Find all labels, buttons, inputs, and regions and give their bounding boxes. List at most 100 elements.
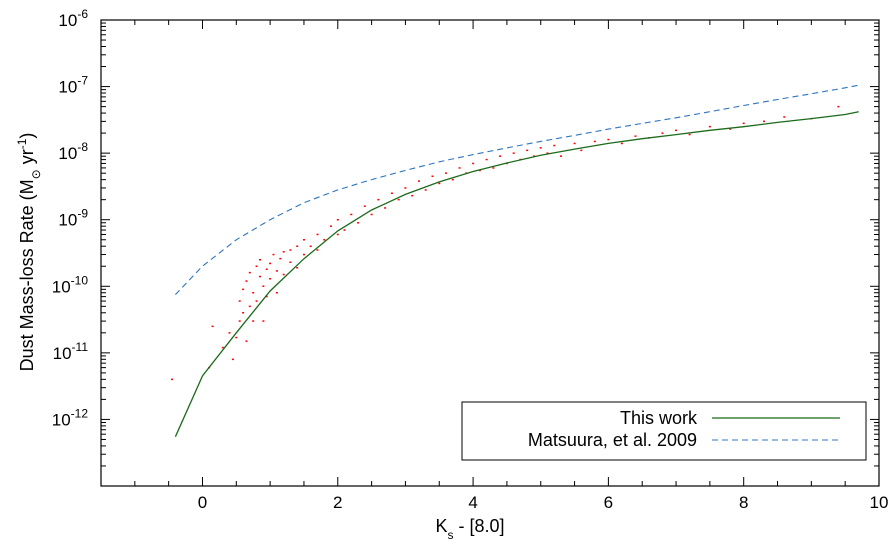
data-point (397, 198, 400, 201)
data-point (363, 205, 366, 207)
data-point (303, 253, 305, 256)
data-point (255, 300, 258, 302)
data-point (742, 122, 745, 125)
y-tick-exp: -9 (77, 207, 88, 221)
data-point (763, 120, 765, 123)
data-point (729, 128, 732, 130)
legend: This work Matsuura, et al. 2009 (461, 401, 867, 461)
data-point (259, 275, 261, 278)
data-point (231, 358, 234, 361)
data-point (336, 219, 339, 221)
y-tick-base: 10 (58, 144, 77, 163)
data-point (272, 253, 275, 256)
data-point (238, 320, 241, 322)
data-point (458, 167, 461, 169)
data-point (560, 155, 562, 157)
y-tick-label: 10-12 (52, 406, 89, 429)
x-tick-label: 0 (198, 493, 207, 512)
data-point (279, 257, 282, 260)
data-point (262, 320, 265, 322)
data-point (235, 336, 238, 339)
data-point (620, 142, 623, 145)
series-line-1 (175, 84, 859, 295)
x-axis-title: Ks - [8.0] (435, 516, 504, 542)
data-point (282, 251, 285, 253)
x-tick-label: 6 (604, 493, 613, 512)
data-point (245, 280, 248, 282)
y-tick-base: 10 (53, 344, 72, 363)
data-point (580, 149, 583, 152)
data-point (512, 152, 515, 154)
y-tick-base: 10 (52, 277, 71, 296)
data-point (411, 194, 414, 197)
x-tick-label: 2 (333, 493, 342, 512)
y-tick-base: 10 (58, 211, 77, 230)
data-point (265, 295, 268, 298)
data-point (323, 239, 326, 241)
data-point (248, 305, 251, 308)
data-point (303, 239, 305, 241)
data-point (221, 346, 224, 349)
data-point (688, 133, 691, 136)
data-point (336, 233, 339, 236)
y-tick-base: 10 (58, 78, 77, 97)
data-point (238, 300, 241, 302)
data-point (309, 245, 312, 247)
data-point (526, 149, 529, 152)
x-axis-title-rest: - [8.0] (453, 516, 504, 536)
data-point (573, 142, 576, 145)
data-point (269, 262, 272, 265)
data-point (661, 132, 664, 134)
data-point (259, 259, 261, 261)
data-point (451, 178, 454, 181)
y-axis-title-sup: -1 (15, 138, 29, 149)
y-tick-label: 10-9 (58, 207, 88, 230)
data-point (252, 292, 255, 294)
y-axis-title-main: Dust Mass-loss Rate (M (17, 179, 37, 371)
y-tick-label: 10-8 (58, 140, 88, 163)
data-point (837, 105, 840, 108)
data-point (438, 182, 441, 185)
data-point (262, 285, 265, 287)
data-point (245, 340, 248, 342)
series-lines (174, 84, 859, 437)
data-point (343, 229, 346, 231)
x-tick-label: 8 (739, 493, 748, 512)
data-point (634, 135, 637, 137)
y-tick-base: 10 (52, 410, 71, 429)
data-point (171, 378, 173, 381)
data-point (675, 129, 677, 132)
data-point (377, 198, 380, 201)
data-point (269, 278, 272, 280)
data-point (296, 245, 299, 247)
scatter-points (171, 105, 840, 381)
data-point (228, 332, 231, 334)
y-tick-label: 10-7 (58, 74, 88, 97)
data-point (539, 147, 542, 149)
legend-label-this-work: This work (620, 408, 698, 428)
sun-symbol: ⊙ (29, 169, 43, 179)
data-point (252, 320, 255, 322)
data-point (499, 155, 502, 157)
data-point (370, 213, 373, 216)
data-point (492, 167, 495, 169)
y-tick-base: 10 (58, 11, 77, 30)
data-point (485, 158, 488, 161)
y-tick-exp: -8 (77, 140, 88, 154)
y-axis-title: Dust Mass-loss Rate (M⊙ yr-1) (15, 133, 43, 372)
legend-box (461, 401, 867, 461)
data-point (211, 325, 214, 328)
y-tick-label: 10-10 (52, 273, 89, 296)
data-point (289, 249, 292, 251)
y-tick-label: 10-6 (58, 7, 88, 30)
data-point (431, 175, 434, 177)
data-point (553, 144, 556, 147)
series-line-0 (174, 111, 859, 437)
data-point (708, 125, 711, 128)
data-point (296, 267, 299, 269)
data-point (783, 116, 786, 118)
data-point (390, 192, 393, 194)
data-point (275, 270, 278, 272)
data-point (275, 292, 278, 294)
